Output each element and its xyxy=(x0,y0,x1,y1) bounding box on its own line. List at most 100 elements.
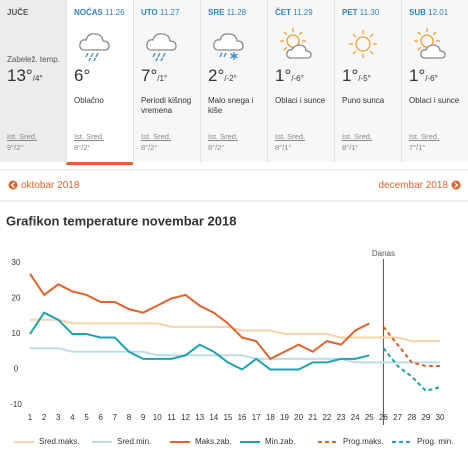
day-column[interactable]: SRE 11.28 2°/-2° Malo snega i kiše Ist. Sre… xyxy=(200,0,267,162)
legend-label: Sred.maks. xyxy=(39,437,79,446)
x-tick-label: 22 xyxy=(322,413,331,422)
y-tick-label: 10 xyxy=(12,329,21,338)
next-link[interactable]: decembar 2018 xyxy=(379,180,449,191)
weather-icon xyxy=(146,33,177,62)
temperature: 1°/-6° xyxy=(275,66,304,86)
avg-label: Ist. Sred. xyxy=(409,132,440,141)
x-tick-label: 24 xyxy=(351,413,360,422)
legend-label: Sred.min. xyxy=(117,437,151,446)
high-temp: 2° xyxy=(208,66,225,85)
temperature: 13°/4° xyxy=(7,66,43,86)
cloud xyxy=(420,44,446,59)
weather-icon xyxy=(79,33,110,62)
x-tick-label: 30 xyxy=(436,413,445,422)
temperature: 1°/-5° xyxy=(342,66,371,86)
legend-label: Min.zab. xyxy=(265,437,295,446)
low-temp: /1° xyxy=(157,74,168,83)
high-temp: 7° xyxy=(141,66,158,85)
high-temp: 1° xyxy=(275,66,292,85)
x-tick-label: 28 xyxy=(407,413,416,422)
y-tick-label: 20 xyxy=(12,294,21,303)
description: Oblačno xyxy=(74,96,104,105)
temp-note: Zabelež. temp. xyxy=(7,55,60,64)
x-tick-label: 17 xyxy=(252,413,261,422)
x-tick-label: 2 xyxy=(42,413,47,422)
low-temp: /4° xyxy=(32,74,43,83)
avg-temp: 8°/2° xyxy=(141,143,158,152)
day-column[interactable]: ČET 11.29 1°/-6° Oblaci i sunce Ist. Sred. 8… xyxy=(267,0,334,162)
weather-icon xyxy=(280,28,312,59)
y-tick-label: 0 xyxy=(14,365,19,374)
day-header: ČET 11.29 xyxy=(275,8,313,17)
low-temp: /-6° xyxy=(291,74,304,83)
cloud xyxy=(286,44,312,59)
description: Oblaci i sunce xyxy=(409,96,460,105)
day-column[interactable]: PET 11.30 1°/-5° Puno sunca Ist. Sred. 8°/1° xyxy=(334,0,401,162)
x-tick-label: 3 xyxy=(56,413,61,422)
today-label: Danas xyxy=(372,249,395,258)
high-temp: 13° xyxy=(7,66,33,85)
temperature: 2°/-2° xyxy=(208,66,237,86)
day-name: SUB xyxy=(409,8,426,17)
next-icon[interactable] xyxy=(451,180,461,190)
rain xyxy=(85,52,99,62)
prev-link[interactable]: oktobar 2018 xyxy=(21,180,80,191)
day-name: JUČE xyxy=(7,8,29,17)
day-header: SUB 12.01 xyxy=(409,8,448,17)
day-date: 11.26 xyxy=(105,8,125,17)
avg-label: Ist. Sred. xyxy=(208,132,239,141)
description: Periodi kišnog vremena xyxy=(141,96,192,115)
day-name: SRE xyxy=(208,8,225,17)
series-line xyxy=(30,318,440,343)
day-header: SRE 11.28 xyxy=(208,8,246,17)
avg-label: Ist. Sred. xyxy=(141,132,172,141)
day-date: 11.29 xyxy=(293,8,313,17)
x-tick-label: 16 xyxy=(238,413,247,422)
x-tick-label: 7 xyxy=(113,413,118,422)
day-column[interactable]: NOĆAS 11.26 6° Oblačno Ist. Sred. 8°/2° xyxy=(66,0,133,165)
series-line xyxy=(382,347,441,392)
cloud xyxy=(213,33,244,51)
temperature: 7°/1° xyxy=(141,66,167,86)
x-tick-label: 5 xyxy=(84,413,89,422)
day-name: NOĆAS xyxy=(74,8,103,17)
temperature: 6° xyxy=(74,66,90,86)
x-tick-label: 20 xyxy=(294,413,303,422)
x-tick-label: 14 xyxy=(209,413,218,422)
snow xyxy=(219,52,238,60)
x-tick-label: 9 xyxy=(141,413,146,422)
high-temp: 1° xyxy=(409,66,426,85)
x-tick-label: 12 xyxy=(181,413,190,422)
day-column[interactable]: UTO 11.27 7°/1° Periodi kišnog vremena Ist.… xyxy=(133,0,200,162)
avg-label: Ist. Sred. xyxy=(7,132,38,141)
y-tick-label: 30 xyxy=(12,258,21,267)
description: Puno sunca xyxy=(342,96,385,105)
prev-icon[interactable] xyxy=(8,180,18,190)
x-tick-label: 25 xyxy=(365,413,374,422)
high-temp: 6° xyxy=(74,66,91,85)
avg-temp: 8°/2° xyxy=(74,143,91,152)
weather-icon xyxy=(349,30,377,58)
day-column[interactable]: SUB 12.01 1°/-6° Oblaci i sunce Ist. Sred. 7… xyxy=(401,0,468,162)
cloud xyxy=(79,33,110,51)
avg-temp: 7°/1° xyxy=(409,143,426,152)
description: Malo snega i kiše xyxy=(208,96,254,115)
avg-temp: 8°/1° xyxy=(275,143,292,152)
day-date: 11.30 xyxy=(359,8,380,17)
low-temp: /-6° xyxy=(425,74,438,83)
series-line xyxy=(30,347,440,364)
avg-temp: 8°/2° xyxy=(208,143,225,152)
x-tick-label: 21 xyxy=(308,413,317,422)
day-name: ČET xyxy=(275,8,291,17)
day-column: JUČE Zabelež. temp. 13°/4° Ist. Sred. 9°/2° xyxy=(0,0,66,162)
legend-label: Maks.zab. xyxy=(195,437,231,446)
series-line xyxy=(382,326,440,367)
x-tick-label: 29 xyxy=(421,413,430,422)
series-line xyxy=(29,311,370,371)
avg-label: Ist. Sred. xyxy=(275,132,306,141)
x-tick-label: 10 xyxy=(153,413,162,422)
x-tick-label: 11 xyxy=(167,413,176,422)
x-tick-label: 4 xyxy=(70,413,75,422)
